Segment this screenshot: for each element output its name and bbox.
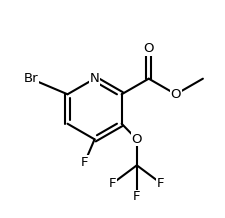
Text: Br: Br bbox=[23, 72, 38, 85]
Text: F: F bbox=[133, 190, 140, 203]
Text: F: F bbox=[109, 177, 116, 190]
Text: F: F bbox=[156, 177, 164, 190]
Text: O: O bbox=[170, 88, 180, 101]
Text: F: F bbox=[81, 156, 88, 169]
Text: O: O bbox=[143, 42, 153, 55]
Text: O: O bbox=[131, 133, 142, 146]
Text: N: N bbox=[89, 72, 99, 85]
